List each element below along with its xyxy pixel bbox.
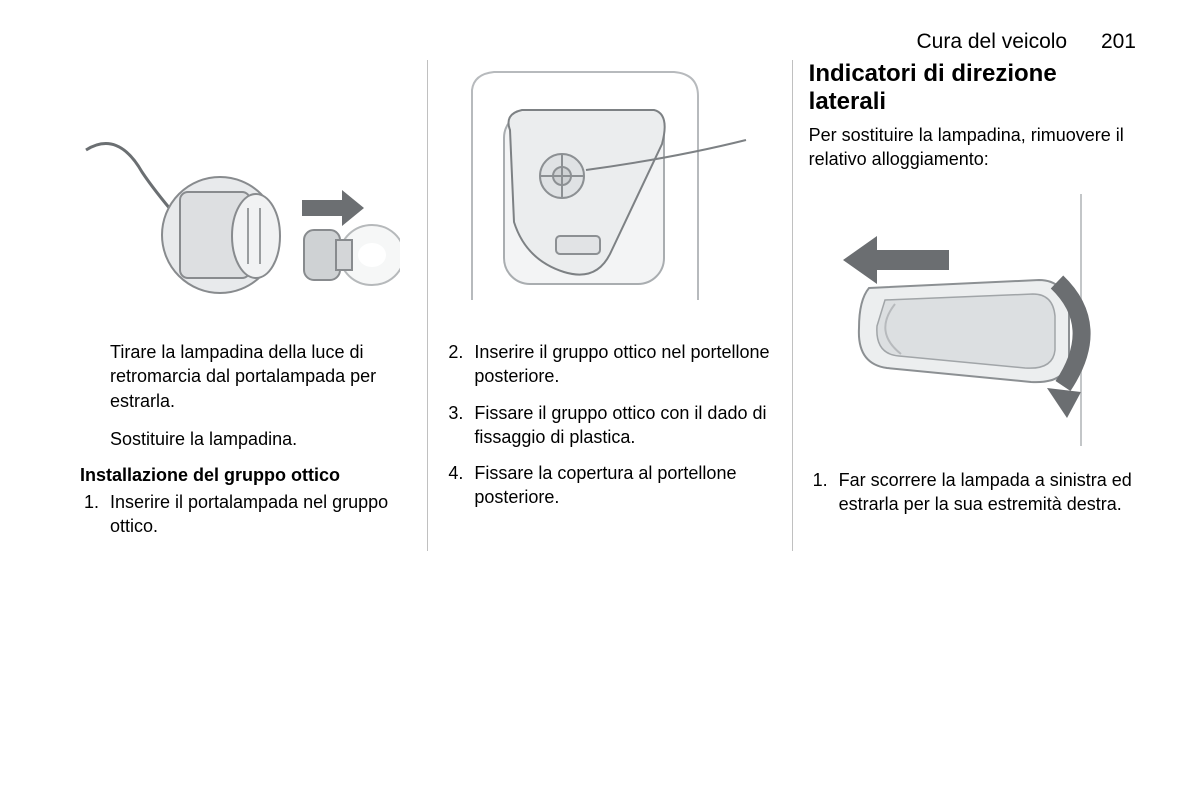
- figure-side-turn-signal: [809, 188, 1140, 448]
- column-2: Inserire il gruppo ottico nel portellone…: [428, 60, 792, 551]
- content-columns: Tirare la lampadina della luce di retrom…: [80, 60, 1140, 551]
- headline-side-indicators: Indicatori di direzione laterali: [809, 60, 1140, 115]
- column-3: Indicatori di direzione laterali Per sos…: [793, 60, 1140, 551]
- section-title: Cura del veicolo: [917, 30, 1068, 54]
- paragraph-replace-bulb: Sostituire la lampadina.: [110, 427, 411, 451]
- steps-col3: Far scorrere la lampada a sinistra ed es…: [809, 468, 1140, 517]
- manual-page: Cura del veicolo 201: [0, 0, 1200, 571]
- figure-tailgate-lens: [444, 60, 775, 320]
- step-item: Far scorrere la lampada a sinistra ed es…: [809, 468, 1140, 517]
- step-item: Fissare la copertura al portellone poste…: [444, 461, 775, 510]
- step-item: Inserire il gruppo ottico nel portellone…: [444, 340, 775, 389]
- paragraph-pull-bulb: Tirare la lampadina della luce di retrom…: [110, 340, 411, 413]
- page-number: 201: [1101, 30, 1136, 54]
- column-1: Tirare la lampadina della luce di retrom…: [80, 60, 428, 551]
- page-header: Cura del veicolo 201: [80, 30, 1140, 54]
- intro-side-indicators: Per sostituire la lampadina, rimuovere i…: [809, 123, 1140, 172]
- step-item: Inserire il portalampada nel gruppo otti…: [80, 490, 411, 539]
- step-item: Fissare il gruppo ottico con il dado di …: [444, 401, 775, 450]
- figure-bulb-reverse-light: [80, 60, 411, 320]
- steps-col2: Inserire il gruppo ottico nel portellone…: [444, 340, 775, 510]
- subhead-install-lens: Installazione del gruppo ottico: [80, 465, 411, 486]
- steps-col1: Inserire il portalampada nel gruppo otti…: [80, 490, 411, 539]
